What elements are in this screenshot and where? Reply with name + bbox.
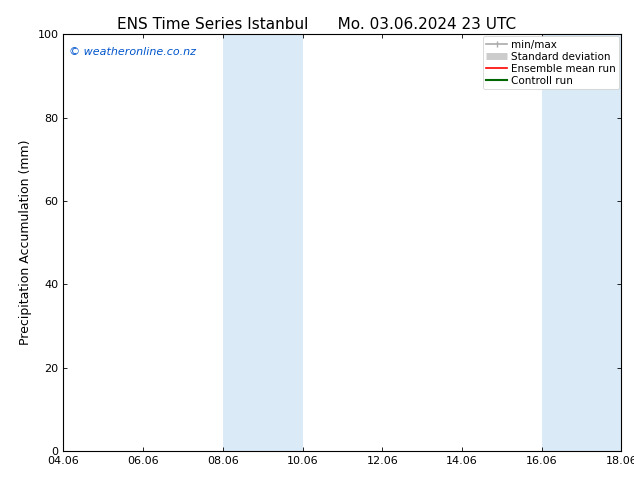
Text: © weatheronline.co.nz: © weatheronline.co.nz: [69, 47, 196, 57]
Y-axis label: Precipitation Accumulation (mm): Precipitation Accumulation (mm): [19, 140, 32, 345]
Bar: [223, 34, 302, 451]
Text: ENS Time Series Istanbul      Mo. 03.06.2024 23 UTC: ENS Time Series Istanbul Mo. 03.06.2024 …: [117, 17, 517, 32]
Legend: min/max, Standard deviation, Ensemble mean run, Controll run: min/max, Standard deviation, Ensemble me…: [483, 36, 619, 89]
Bar: [541, 34, 621, 451]
